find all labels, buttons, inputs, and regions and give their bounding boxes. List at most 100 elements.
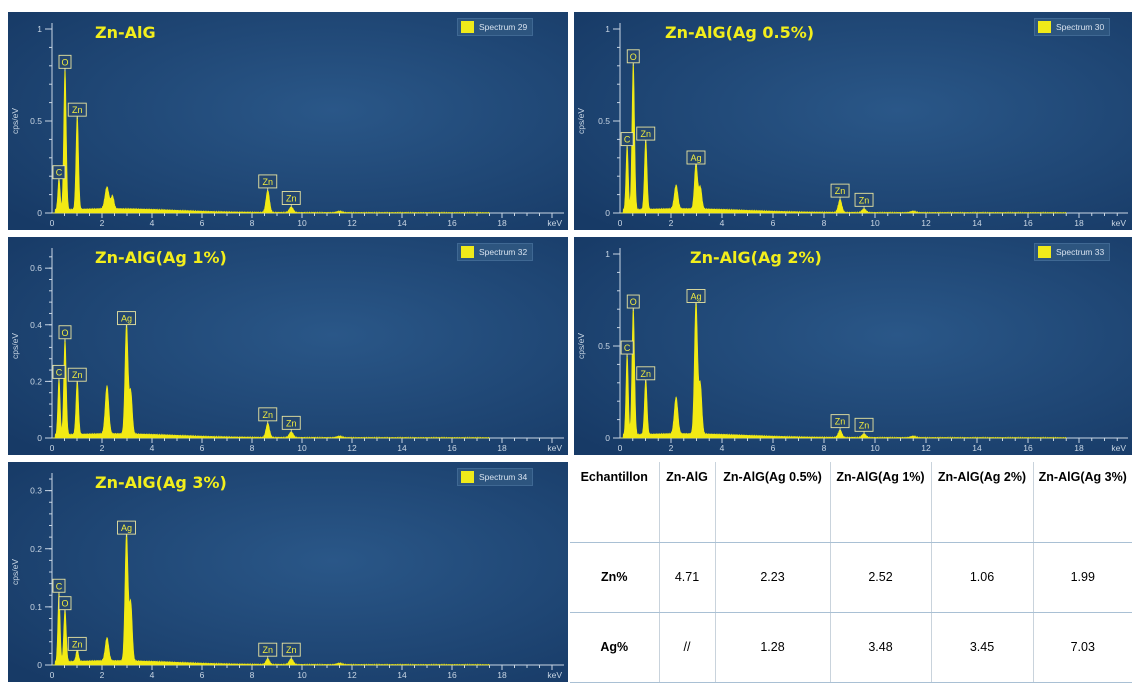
x-tick-label: 6	[771, 218, 776, 228]
x-tick-label: 18	[1074, 218, 1084, 228]
x-tick-label: 14	[397, 670, 407, 680]
spectrum-legend: Spectrum 34	[457, 468, 534, 486]
x-tick-label: 18	[497, 670, 507, 680]
y-tick-label: 0	[37, 208, 42, 218]
x-tick-label: 0	[618, 443, 623, 453]
peak-label-box	[67, 367, 87, 382]
y-tick-label: 0.2	[30, 376, 42, 386]
x-tick-label: 10	[870, 443, 880, 453]
peak-label-text: Zn	[640, 369, 651, 379]
x-tick-label: 14	[397, 443, 407, 453]
x-tick-label: 16	[447, 443, 457, 453]
x-tick-label: 12	[921, 443, 931, 453]
peak-label-zn: Zn	[830, 183, 850, 201]
composition-table: Echantillon Zn-AlG Zn-AlG(Ag 0.5%) Zn-Al…	[570, 462, 1132, 683]
spectrum-chart-svg: 0 2 4 6 8 10 12 14 16 18 keV 0 0.5 1 cps/eV C O Zn Ag Zn Zn	[574, 12, 1132, 230]
x-axis-label: keV	[1111, 218, 1126, 228]
table-header-cell: Zn-AlG	[659, 462, 716, 543]
y-axis-label: cps/eV	[10, 333, 20, 359]
peak-label-ag: Ag	[686, 150, 706, 167]
x-tick-label: 2	[100, 443, 105, 453]
peak-label-text: C	[56, 581, 63, 591]
x-tick-label: 4	[720, 443, 725, 453]
x-tick-label: 18	[1074, 443, 1084, 453]
peak-label-zn: Zn	[258, 642, 278, 660]
y-tick-label: 0.5	[598, 341, 610, 351]
x-axis-label: keV	[547, 670, 562, 680]
spectrum-title: Zn-AlG(Ag 2%)	[690, 248, 822, 267]
peak-label-o: O	[58, 54, 72, 72]
spectrum-chart-svg: 0 2 4 6 8 10 12 14 16 18 keV 0 0.5 1 cps/eV C O Zn Ag Zn Zn	[574, 237, 1132, 455]
peak-label-box	[620, 132, 634, 147]
table-header-cell: Zn-AlG(Ag 0.5%)	[715, 462, 831, 543]
peak-label-text: O	[61, 328, 68, 338]
peak-label-ag: Ag	[117, 311, 136, 328]
table-header-cell: Echantillon	[570, 462, 660, 543]
x-tick-label: 0	[50, 218, 55, 228]
x-tick-label: 4	[150, 443, 155, 453]
x-tick-label: 6	[200, 670, 205, 680]
x-tick-label: 16	[447, 670, 457, 680]
x-tick-label: 6	[771, 443, 776, 453]
y-tick-label: 0.4	[30, 320, 42, 330]
x-tick-label: 2	[100, 670, 105, 680]
peak-label-zn: Zn	[281, 191, 301, 208]
peak-label-zn: Zn	[854, 417, 874, 435]
x-tick-label: 14	[972, 443, 982, 453]
spectrum-series	[620, 62, 1067, 214]
spectrum-legend: Spectrum 29	[457, 18, 534, 36]
x-tick-label: 0	[50, 443, 55, 453]
peak-label-box	[67, 636, 87, 651]
peak-label-text: Ag	[121, 314, 132, 324]
spectrum-panel-zn-alg-ag-1: 0 2 4 6 8 10 12 14 16 18 keV 0 0.2 0.4 0.6 cps/eV C O Zn Ag…	[8, 237, 568, 455]
legend-swatch	[461, 471, 474, 483]
table-row-zn: Zn% 4.71 2.23 2.52 1.06 1.99	[570, 542, 1132, 613]
x-tick-label: 16	[1023, 443, 1033, 453]
peak-label-box	[117, 520, 136, 535]
x-tick-label: 0	[50, 670, 55, 680]
table-cell: 3.45	[931, 612, 1034, 683]
x-tick-label: 10	[870, 218, 880, 228]
x-tick-label: 8	[250, 670, 255, 680]
peak-label-o: O	[58, 596, 72, 613]
spectrum-panel-zn-alg-ag-2: 0 2 4 6 8 10 12 14 16 18 keV 0 0.5 1 cps/eV C O Zn Ag Zn Zn Z…	[574, 237, 1132, 455]
peak-label-box	[626, 49, 640, 64]
peak-label-text: C	[624, 135, 631, 145]
peak-label-zn: Zn	[281, 415, 301, 433]
table-cell: 4.71	[659, 542, 716, 613]
x-tick-label: 12	[347, 670, 357, 680]
peak-label-text: Zn	[262, 645, 273, 655]
y-axis-label: cps/eV	[10, 559, 20, 585]
peak-label-text: Zn	[72, 639, 83, 649]
peak-label-box	[58, 325, 72, 340]
y-tick-label: 0.6	[30, 263, 42, 273]
legend-label: Spectrum 32	[479, 247, 528, 257]
y-tick-label: 0	[605, 433, 610, 443]
y-tick-label: 0.5	[598, 116, 610, 126]
peak-label-c: C	[52, 364, 66, 382]
peak-label-text: Ag	[690, 292, 701, 302]
peak-label-box	[830, 414, 850, 429]
y-axis-label: cps/eV	[10, 108, 20, 134]
spectrum-title: Zn-AlG(Ag 3%)	[95, 473, 227, 492]
legend-swatch	[1038, 246, 1051, 258]
peak-label-o: O	[626, 294, 640, 312]
y-axis-label: cps/eV	[576, 333, 586, 359]
spectrum-series	[620, 300, 1067, 439]
peak-label-box	[636, 126, 656, 141]
peak-label-text: Zn	[72, 370, 83, 380]
peak-label-text: Zn	[859, 420, 870, 430]
x-tick-label: 18	[497, 443, 507, 453]
x-tick-label: 8	[822, 443, 827, 453]
y-tick-label: 0	[37, 660, 42, 670]
y-tick-label: 0.3	[30, 486, 42, 496]
peak-label-box	[281, 415, 301, 430]
x-tick-label: 8	[822, 218, 827, 228]
peak-label-zn: Zn	[636, 366, 656, 383]
peak-label-zn: Zn	[281, 642, 301, 660]
peak-label-ag: Ag	[686, 289, 706, 306]
y-tick-label: 1	[605, 24, 610, 34]
peak-label-text: O	[630, 52, 637, 62]
table-cell: 2.23	[715, 542, 831, 613]
peak-label-box	[281, 642, 301, 657]
